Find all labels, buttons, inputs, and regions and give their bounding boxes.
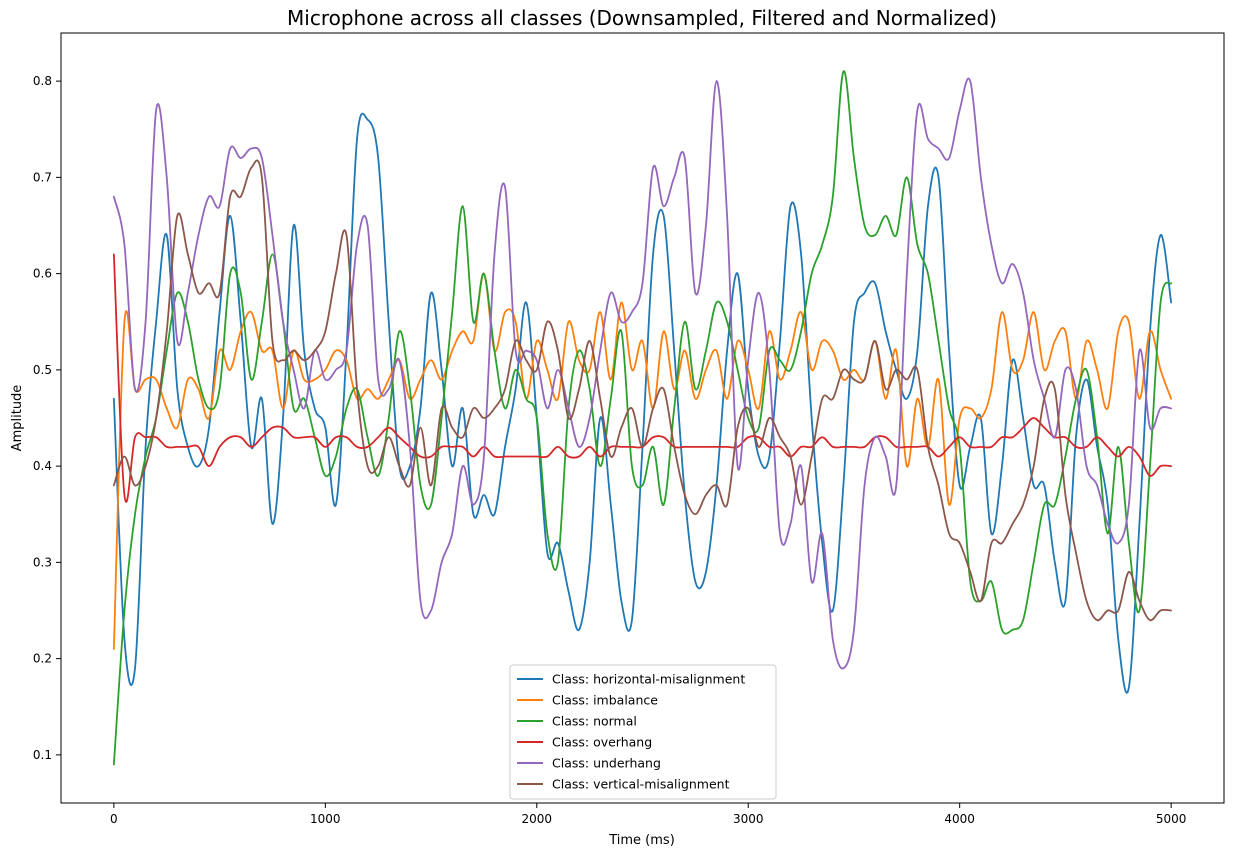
y-tick-label: 0.2	[33, 652, 52, 666]
legend-label: Class: imbalance	[552, 693, 658, 708]
y-tick-label: 0.4	[33, 459, 52, 473]
legend-label: Class: vertical-misalignment	[552, 777, 730, 792]
x-tick-label: 5000	[1156, 812, 1187, 826]
x-tick-label: 4000	[944, 812, 975, 826]
x-axis: 0 1000 2000 3000 4000 5000	[110, 803, 1186, 826]
y-tick-label: 0.1	[33, 748, 52, 762]
series-line-5	[112, 77, 1173, 670]
y-axis: 0.1 0.2 0.3 0.4 0.5 0.6 0.7 0.8	[33, 74, 61, 762]
y-tick-label: 0.8	[33, 74, 52, 88]
y-tick-label: 0.5	[33, 363, 52, 377]
plot-frame	[60, 32, 1225, 804]
y-tick-label: 0.3	[33, 555, 52, 569]
x-axis-label: Time (ms)	[608, 833, 675, 848]
plot-area	[112, 70, 1173, 766]
x-tick-label: 3000	[733, 812, 764, 826]
y-tick-label: 0.7	[33, 170, 52, 184]
series-line-3	[112, 70, 1173, 766]
y-tick-label: 0.6	[33, 267, 52, 281]
x-tick-label: 0	[110, 812, 118, 826]
series-line-2	[112, 272, 1173, 650]
legend-label: Class: underhang	[552, 756, 661, 771]
series-line-4	[112, 253, 1173, 503]
chart-title: Microphone across all classes (Downsampl…	[287, 6, 997, 30]
y-axis-label: Amplitude	[10, 385, 25, 452]
legend-label: Class: normal	[552, 714, 637, 729]
legend-label: Class: overhang	[552, 735, 652, 750]
legend-box	[509, 664, 777, 800]
legend-label: Class: horizontal-misalignment	[552, 672, 745, 687]
series-line-6	[112, 159, 1173, 622]
legend: Class: horizontal-misalignment Class: imb…	[509, 664, 777, 800]
series-line-1	[112, 112, 1173, 694]
x-tick-label: 1000	[310, 812, 341, 826]
x-tick-label: 2000	[521, 812, 552, 826]
